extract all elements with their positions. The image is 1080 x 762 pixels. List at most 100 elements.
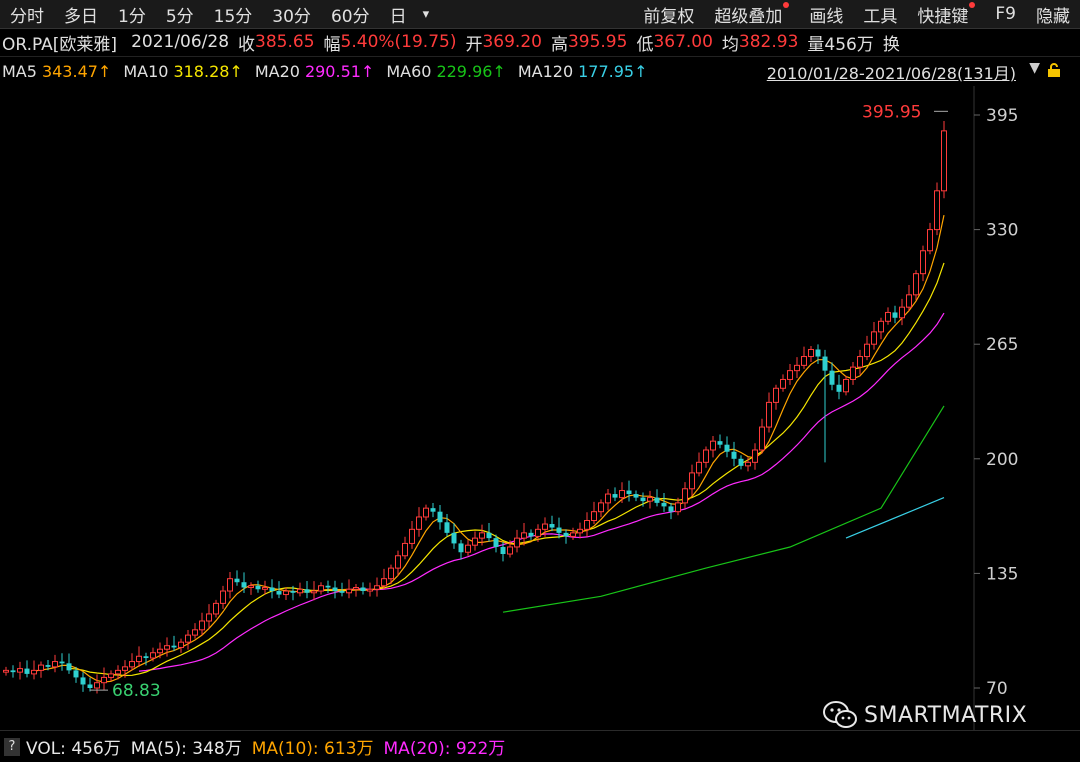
period-tab-7[interactable]: 日 [389, 6, 407, 27]
candle-body [815, 349, 821, 357]
ma-label: MA60 [386, 61, 432, 81]
candle-body [297, 588, 303, 594]
candle-body [465, 544, 471, 553]
toolbar-right: 前复权 超级叠加 画线 工具 快捷键 F9 隐藏 [633, 1, 1080, 27]
candle-body [101, 676, 107, 684]
candle-body [458, 543, 464, 553]
period-tab-3[interactable]: 5分 [165, 6, 194, 27]
toolbar-button-4[interactable]: 快捷键 [907, 1, 985, 27]
candle-body [66, 663, 72, 671]
toolbar-button-label: 画线 [809, 6, 844, 27]
toolbar-button-1[interactable]: 超级叠加 [704, 1, 799, 27]
y-tick-label: 395 [986, 106, 1018, 126]
candle-body [150, 652, 156, 659]
toolbar-button-label: 快捷键 [917, 6, 969, 27]
period-tab-4[interactable]: 15分 [213, 6, 253, 27]
candle-body [10, 670, 16, 673]
candle-body [696, 461, 702, 474]
y-axis: 70 135 200 265 330 395 [974, 106, 1018, 699]
candle-body [367, 588, 373, 592]
avg-value: 382.93 [738, 32, 799, 52]
candle-body [115, 669, 121, 675]
candle-body [80, 677, 86, 685]
toolbar-button-5[interactable]: F9 [985, 4, 1026, 24]
candle-body [486, 532, 492, 539]
watermark: SMARTMATRIX [822, 700, 1027, 730]
candle-body [3, 669, 9, 673]
candle-body [514, 537, 520, 548]
help-icon[interactable]: ? [4, 737, 20, 756]
candle-body [206, 613, 212, 622]
candle-body [626, 490, 632, 495]
turnover-label: 换 [882, 34, 900, 55]
change-label: 幅 [323, 34, 341, 55]
candle-body [290, 591, 296, 593]
ma60-line [502, 405, 945, 613]
volume-bar: ? VOL: 456万 MA(5): 348万 MA(10): 613万 MA(… [0, 730, 1080, 762]
candle-body [843, 378, 849, 393]
candle-body [17, 668, 23, 673]
y-tick-label: 265 [986, 335, 1018, 355]
period-tab-0[interactable]: 分时 [10, 6, 44, 27]
candles [3, 120, 947, 694]
y-tick-label: 70 [986, 679, 1008, 699]
period-dropdown-icon[interactable]: ▾ [422, 6, 430, 22]
date-range[interactable]: 2010/01/28-2021/06/28(131月) [766, 64, 1016, 83]
candle-body [409, 528, 415, 544]
toolbar-button-2[interactable]: 画线 [799, 2, 853, 27]
candle-body [661, 502, 667, 507]
candle-body [675, 502, 681, 513]
candle-body [311, 590, 317, 594]
candle-body [633, 494, 639, 498]
high-value: 395.95 [567, 32, 628, 52]
candle-body [647, 497, 653, 502]
candle-body [913, 273, 919, 296]
ma-value: 343.47↑ [41, 61, 112, 81]
candle-body [780, 378, 786, 389]
candle-body [395, 555, 401, 569]
toolbar-button-0[interactable]: 前复权 [633, 2, 704, 27]
period-tab-6[interactable]: 60分 [330, 6, 370, 27]
candle-body [598, 502, 604, 513]
quote-bar: OR.PA[欧莱雅] 2021/06/28 收 385.65 幅 5.40%(19.… [0, 28, 1080, 57]
candle-body [556, 527, 562, 533]
change-value: 5.40%(19.75) [340, 32, 457, 52]
low-annotation: 68.83 [112, 681, 161, 701]
high-label: 高 [550, 34, 568, 55]
volume-value: 456万 [824, 34, 874, 55]
candle-body [255, 585, 261, 590]
candle-body [234, 578, 240, 583]
toolbar-button-label: 工具 [863, 6, 898, 27]
candle-body [339, 591, 345, 593]
close-label: 收 [238, 34, 256, 55]
toolbar-button-6[interactable]: 隐藏 [1026, 2, 1080, 27]
ma120-line [845, 497, 945, 539]
candle-body [304, 589, 310, 593]
watermark-text: SMARTMATRIX [864, 702, 1028, 728]
toolbar: 分时 多日 1分 5分 15分 30分 60分日 ▾ 前复权 超级叠加 画线 工具 快捷键 F9 隐藏 [0, 0, 1080, 29]
candle-body [794, 364, 800, 372]
candle-body [535, 528, 541, 537]
low-label: 低 [636, 34, 654, 55]
range-dropdown-icon[interactable]: ▼ [1029, 60, 1040, 76]
candle-body [325, 585, 331, 588]
candle-body [878, 320, 884, 333]
ma-legend-item: MA120 177.95↑ [518, 62, 648, 81]
candle-body [717, 441, 723, 445]
ma-legend: MA5 343.47↑ MA10 318.28↑ MA20 290.51↑ MA60 229.… [0, 58, 1080, 84]
quote-date: 2021/06/28 [131, 32, 230, 52]
candle-body [276, 591, 282, 595]
period-tab-2[interactable]: 1分 [118, 6, 146, 27]
candle-body [500, 546, 506, 555]
candle-body [87, 684, 93, 688]
period-tab-1[interactable]: 多日 [64, 6, 98, 27]
y-tick-label: 330 [986, 221, 1018, 241]
candle-body [157, 648, 163, 654]
period-tab-5[interactable]: 30分 [272, 6, 311, 27]
ma-label: MA120 [517, 61, 574, 81]
ma120-series [845, 497, 945, 539]
candle-body [416, 516, 422, 530]
toolbar-button-3[interactable]: 工具 [853, 2, 907, 27]
candle-body [654, 497, 660, 503]
lock-icon[interactable] [1046, 62, 1062, 78]
